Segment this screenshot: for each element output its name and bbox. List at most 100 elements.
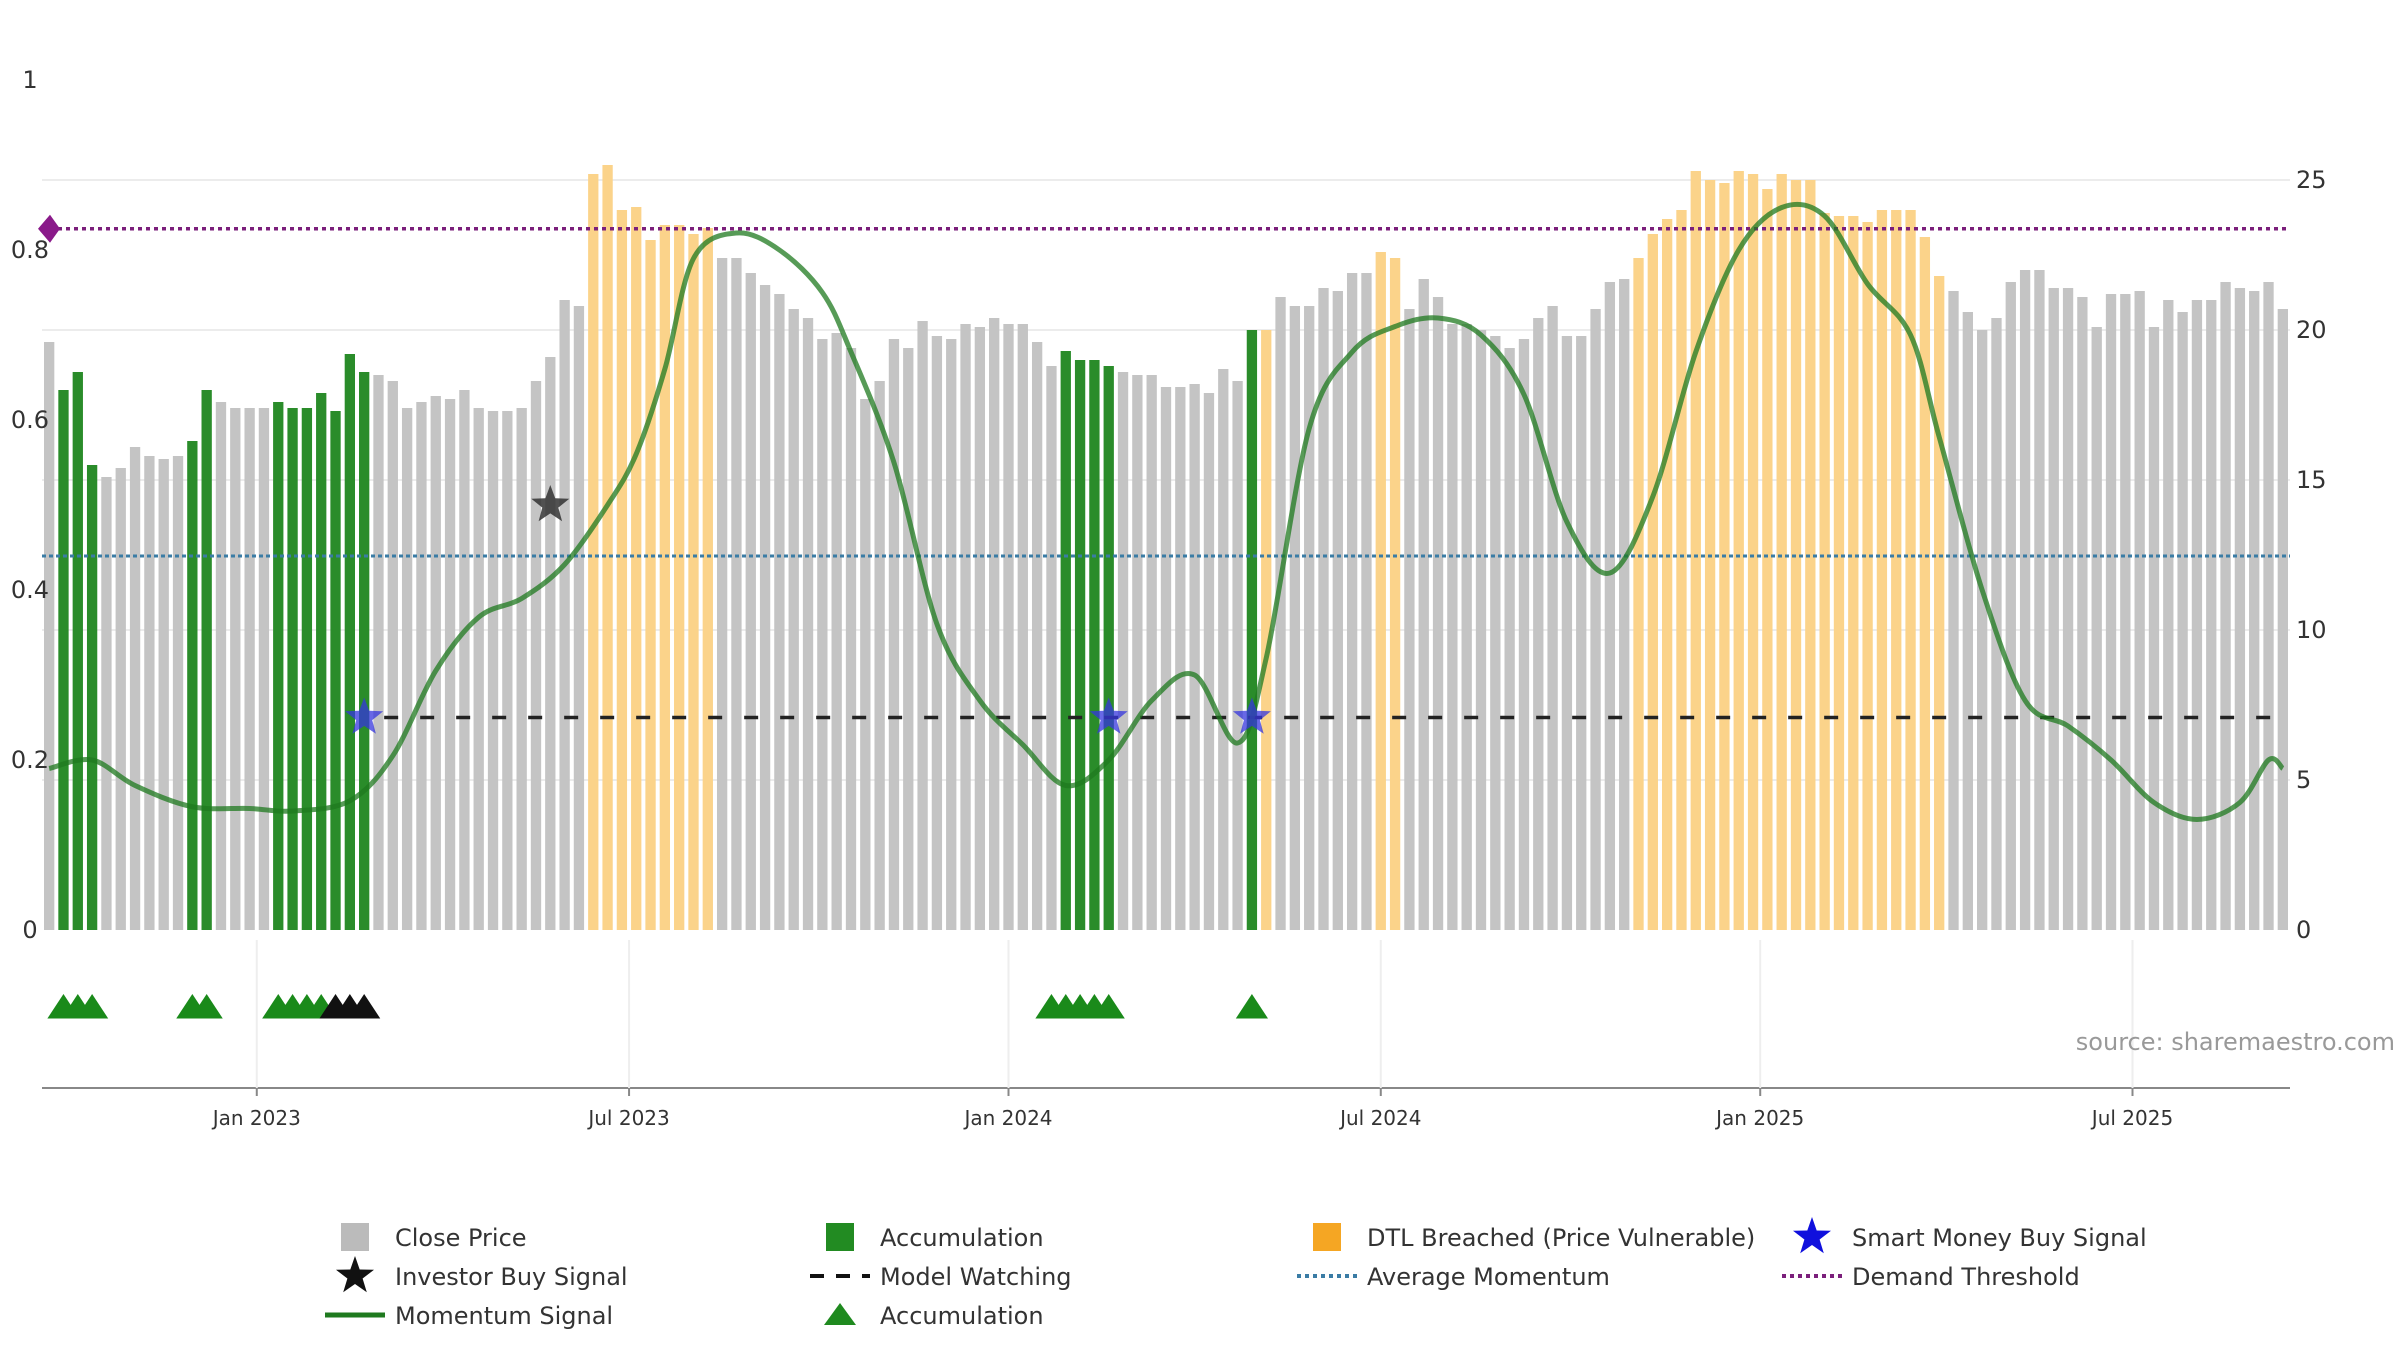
dtl-breached-bar [616, 210, 628, 930]
close-price-bar [459, 390, 470, 930]
close-price-bar [1332, 291, 1343, 930]
close-price-bar [559, 300, 570, 930]
smart-money-buy-signal [1232, 697, 1271, 734]
close-price-bar [1017, 324, 1028, 930]
dtl-breached-bar [702, 228, 713, 930]
accumulation-bar [1103, 366, 1114, 930]
dtl-breached-bar [1733, 171, 1744, 930]
close-price-bar [1504, 348, 1515, 930]
close-price-bar [2019, 270, 2031, 930]
close-price-bar [1346, 273, 1358, 930]
close-price-bar [1576, 336, 1587, 930]
close-price-bar [759, 285, 771, 930]
accumulation-marker [1092, 994, 1125, 1019]
right-tick-label: 25 [2296, 166, 2327, 194]
dtl-breached-bar [1676, 210, 1687, 930]
accumulation-bar [301, 408, 313, 930]
close-price-bar [115, 468, 126, 930]
close-price-bar [2177, 312, 2188, 930]
close-price-bar [1962, 312, 1973, 930]
close-price-bar [1132, 375, 1143, 930]
close-price-bar [1175, 387, 1186, 930]
dtl-breached-bar [1375, 252, 1386, 930]
close-price-bar [1117, 372, 1129, 930]
legend-item: Average Momentum [1297, 1263, 1610, 1291]
close-price-bar [1461, 324, 1472, 930]
close-price-bar [516, 408, 527, 930]
accumulation-bar [344, 354, 356, 930]
close-price-bar [1418, 279, 1429, 930]
close-price-bar [1590, 309, 1601, 930]
close-price-bar [401, 408, 413, 930]
close-price-bar [860, 399, 871, 930]
dtl-breached-bar [659, 225, 671, 930]
close-price-bar [788, 309, 799, 930]
x-tick-label: Jul 2025 [2090, 1106, 2173, 1130]
right-tick-label: 0 [2296, 916, 2311, 944]
close-price-bar [1289, 306, 1301, 930]
close-price-bar [989, 318, 1000, 930]
close-price-bar [1490, 336, 1501, 930]
close-price-bar [745, 273, 756, 930]
close-price-bar [716, 258, 728, 930]
close-price-bar [2163, 300, 2174, 930]
close-price-bar [731, 258, 742, 930]
close-price-bar [1318, 288, 1329, 930]
close-price-bar [888, 339, 900, 930]
close-price-bar [1561, 336, 1573, 930]
left-tick-label: 0.8 [11, 236, 49, 264]
accumulation-bar [187, 441, 198, 930]
close-price-bar [817, 339, 828, 930]
dtl-breached-bar [1747, 174, 1759, 930]
accumulation-bar [330, 411, 341, 930]
legend-item: Demand Threshold [1782, 1263, 2080, 1291]
close-price-bar [430, 396, 441, 930]
dtl-breached-bar [1790, 180, 1802, 930]
x-tick-label: Jan 2023 [211, 1106, 301, 1130]
accumulation-bar [287, 408, 298, 930]
dtl-breached-bar [1776, 174, 1787, 930]
close-price-bar [1547, 306, 1558, 930]
legend-item: Accumulation [826, 1223, 1044, 1252]
close-price-bar [974, 327, 986, 930]
close-price-bar [158, 459, 169, 930]
dtl-breached-bar [1848, 216, 1859, 930]
legend-label: DTL Breached (Price Vulnerable) [1367, 1224, 1755, 1252]
close-price-bar [2077, 297, 2088, 930]
close-price-bar [874, 381, 885, 930]
close-price-bar [373, 375, 384, 930]
right-tick-label: 15 [2296, 466, 2327, 494]
legend-item: Close Price [341, 1223, 527, 1252]
left-tick-label: 0.6 [11, 406, 49, 434]
close-price-bar [258, 408, 270, 930]
dtl-breached-bar [1833, 216, 1845, 930]
close-price-bar [2091, 327, 2102, 930]
x-tick-label: Jan 2024 [962, 1106, 1052, 1130]
close-price-bar [1948, 291, 1959, 930]
close-price-bar [573, 306, 585, 930]
left-tick-label: 0 [22, 916, 37, 944]
legend-label: Close Price [395, 1224, 527, 1252]
dtl-breached-bar [1690, 171, 1701, 930]
accumulation-bar [359, 372, 370, 930]
accumulation-bar [72, 372, 83, 930]
legend-label: Accumulation [880, 1302, 1044, 1330]
legend-item: Accumulation [824, 1302, 1044, 1330]
accumulation-bar [1246, 330, 1258, 930]
close-price-bar [2206, 300, 2217, 930]
close-price-bar [473, 408, 484, 930]
legend-item: Smart Money Buy Signal [1793, 1217, 2147, 1254]
accumulation-bar [1089, 360, 1100, 930]
dtl-breached-bar [1805, 180, 1816, 930]
legend-item: Investor Buy Signal [336, 1256, 628, 1293]
momentum-signal-line [48, 201, 2285, 822]
investor-marker [348, 994, 381, 1019]
close-price-bar [1432, 297, 1444, 930]
close-price-bar [931, 336, 943, 930]
legend-label: Smart Money Buy Signal [1852, 1224, 2147, 1252]
close-price-bar [2062, 288, 2074, 930]
close-price-bar [1304, 306, 1315, 930]
accumulation-bar [58, 390, 69, 930]
close-price-bar [2034, 270, 2045, 930]
